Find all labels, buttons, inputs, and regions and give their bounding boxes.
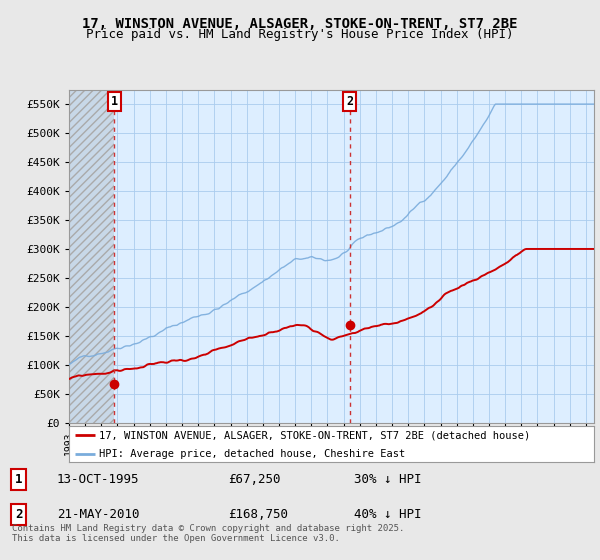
Text: 13-OCT-1995: 13-OCT-1995 <box>57 473 139 486</box>
Text: 17, WINSTON AVENUE, ALSAGER, STOKE-ON-TRENT, ST7 2BE: 17, WINSTON AVENUE, ALSAGER, STOKE-ON-TR… <box>82 17 518 31</box>
Text: 21-MAY-2010: 21-MAY-2010 <box>57 508 139 521</box>
Text: 17, WINSTON AVENUE, ALSAGER, STOKE-ON-TRENT, ST7 2BE (detached house): 17, WINSTON AVENUE, ALSAGER, STOKE-ON-TR… <box>100 431 531 440</box>
Text: 1: 1 <box>110 95 118 108</box>
Text: 2: 2 <box>15 508 23 521</box>
Text: 30% ↓ HPI: 30% ↓ HPI <box>354 473 421 486</box>
Text: 40% ↓ HPI: 40% ↓ HPI <box>354 508 421 521</box>
Text: 2: 2 <box>346 95 353 108</box>
Text: Price paid vs. HM Land Registry's House Price Index (HPI): Price paid vs. HM Land Registry's House … <box>86 28 514 41</box>
Text: £168,750: £168,750 <box>228 508 288 521</box>
Text: Contains HM Land Registry data © Crown copyright and database right 2025.
This d: Contains HM Land Registry data © Crown c… <box>12 524 404 543</box>
Text: HPI: Average price, detached house, Cheshire East: HPI: Average price, detached house, Ches… <box>100 449 406 459</box>
Text: 1: 1 <box>15 473 23 486</box>
Text: £67,250: £67,250 <box>228 473 281 486</box>
